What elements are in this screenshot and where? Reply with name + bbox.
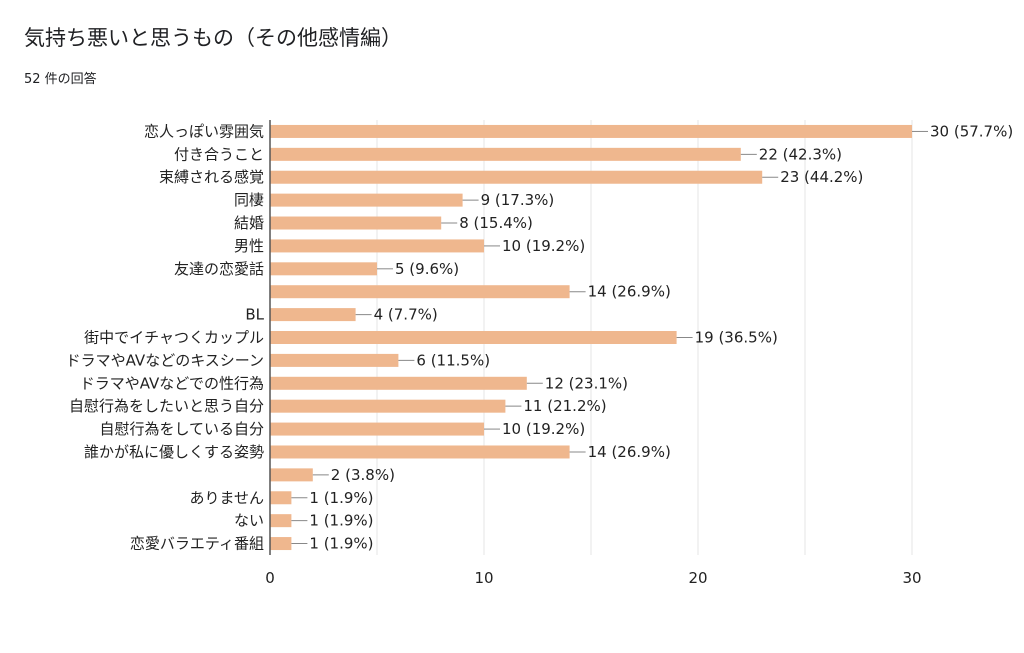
x-tick-label: 0: [265, 569, 275, 587]
data-label: 1 (1.9%): [309, 489, 373, 507]
category-label: ドラマやAVなどのキスシーン: [66, 351, 264, 369]
bar: [270, 193, 463, 207]
data-label: 8 (15.4%): [459, 214, 533, 232]
category-label: 付き合うこと: [174, 145, 264, 163]
data-label: 10 (19.2%): [502, 420, 585, 438]
data-label: 1 (1.9%): [309, 535, 373, 553]
data-label: 1 (1.9%): [309, 512, 373, 530]
category-label: ドラマやAVなどでの性行為: [80, 374, 264, 392]
bar: [270, 353, 399, 367]
bar: [270, 170, 763, 184]
bar: [270, 124, 912, 138]
x-tick-label: 30: [902, 569, 921, 587]
bar: [270, 514, 292, 528]
bar: [270, 308, 356, 322]
data-label: 14 (26.9%): [588, 283, 671, 301]
data-label: 4 (7.7%): [374, 306, 438, 324]
bar: [270, 399, 506, 413]
bar: [270, 216, 442, 230]
bar: [270, 285, 570, 299]
data-label: 9 (17.3%): [481, 191, 555, 209]
data-label: 14 (26.9%): [588, 443, 671, 461]
category-label: ない: [234, 512, 264, 530]
data-label: 10 (19.2%): [502, 237, 585, 255]
bar: [270, 445, 570, 459]
data-label: 6 (11.5%): [416, 351, 490, 369]
data-label: 30 (57.7%): [930, 122, 1013, 140]
data-label: 12 (23.1%): [545, 374, 628, 392]
category-label: 男性: [234, 237, 264, 255]
x-tick-label: 10: [474, 569, 493, 587]
bar: [270, 422, 484, 436]
category-label: 自慰行為をしたいと思う自分: [69, 397, 264, 415]
data-label: 22 (42.3%): [759, 145, 842, 163]
bar: [270, 537, 292, 551]
category-label: 自慰行為をしている自分: [99, 420, 264, 438]
chart-title: 気持ち悪いと思うもの（その他感情編）: [24, 26, 402, 50]
bar: [270, 468, 313, 482]
category-label: 同棲: [234, 191, 264, 209]
category-label: 友達の恋愛話: [174, 260, 264, 278]
data-label: 19 (36.5%): [695, 329, 778, 347]
bar: [270, 147, 741, 161]
data-label: 2 (3.8%): [331, 466, 395, 484]
category-label: 街中でイチャつくカップル: [84, 329, 264, 347]
bar: [270, 262, 377, 276]
category-label: 恋人っぽい雰囲気: [144, 122, 264, 140]
category-label: BL: [245, 306, 264, 324]
category-label: 束縛される感覚: [159, 168, 264, 186]
response-count: 52 件の回答: [24, 72, 97, 87]
x-tick-label: 20: [688, 569, 707, 587]
category-label: 誰かが私に優しくする姿勢: [84, 443, 264, 461]
category-label: ありません: [189, 489, 264, 507]
data-label: 11 (21.2%): [523, 397, 606, 415]
data-label: 23 (44.2%): [780, 168, 863, 186]
bar: [270, 491, 292, 505]
data-label: 5 (9.6%): [395, 260, 459, 278]
bar: [270, 376, 527, 390]
bar: [270, 239, 484, 253]
category-label: 恋愛バラエティ番組: [130, 535, 264, 553]
bar: [270, 331, 677, 344]
category-label: 結婚: [234, 214, 264, 232]
